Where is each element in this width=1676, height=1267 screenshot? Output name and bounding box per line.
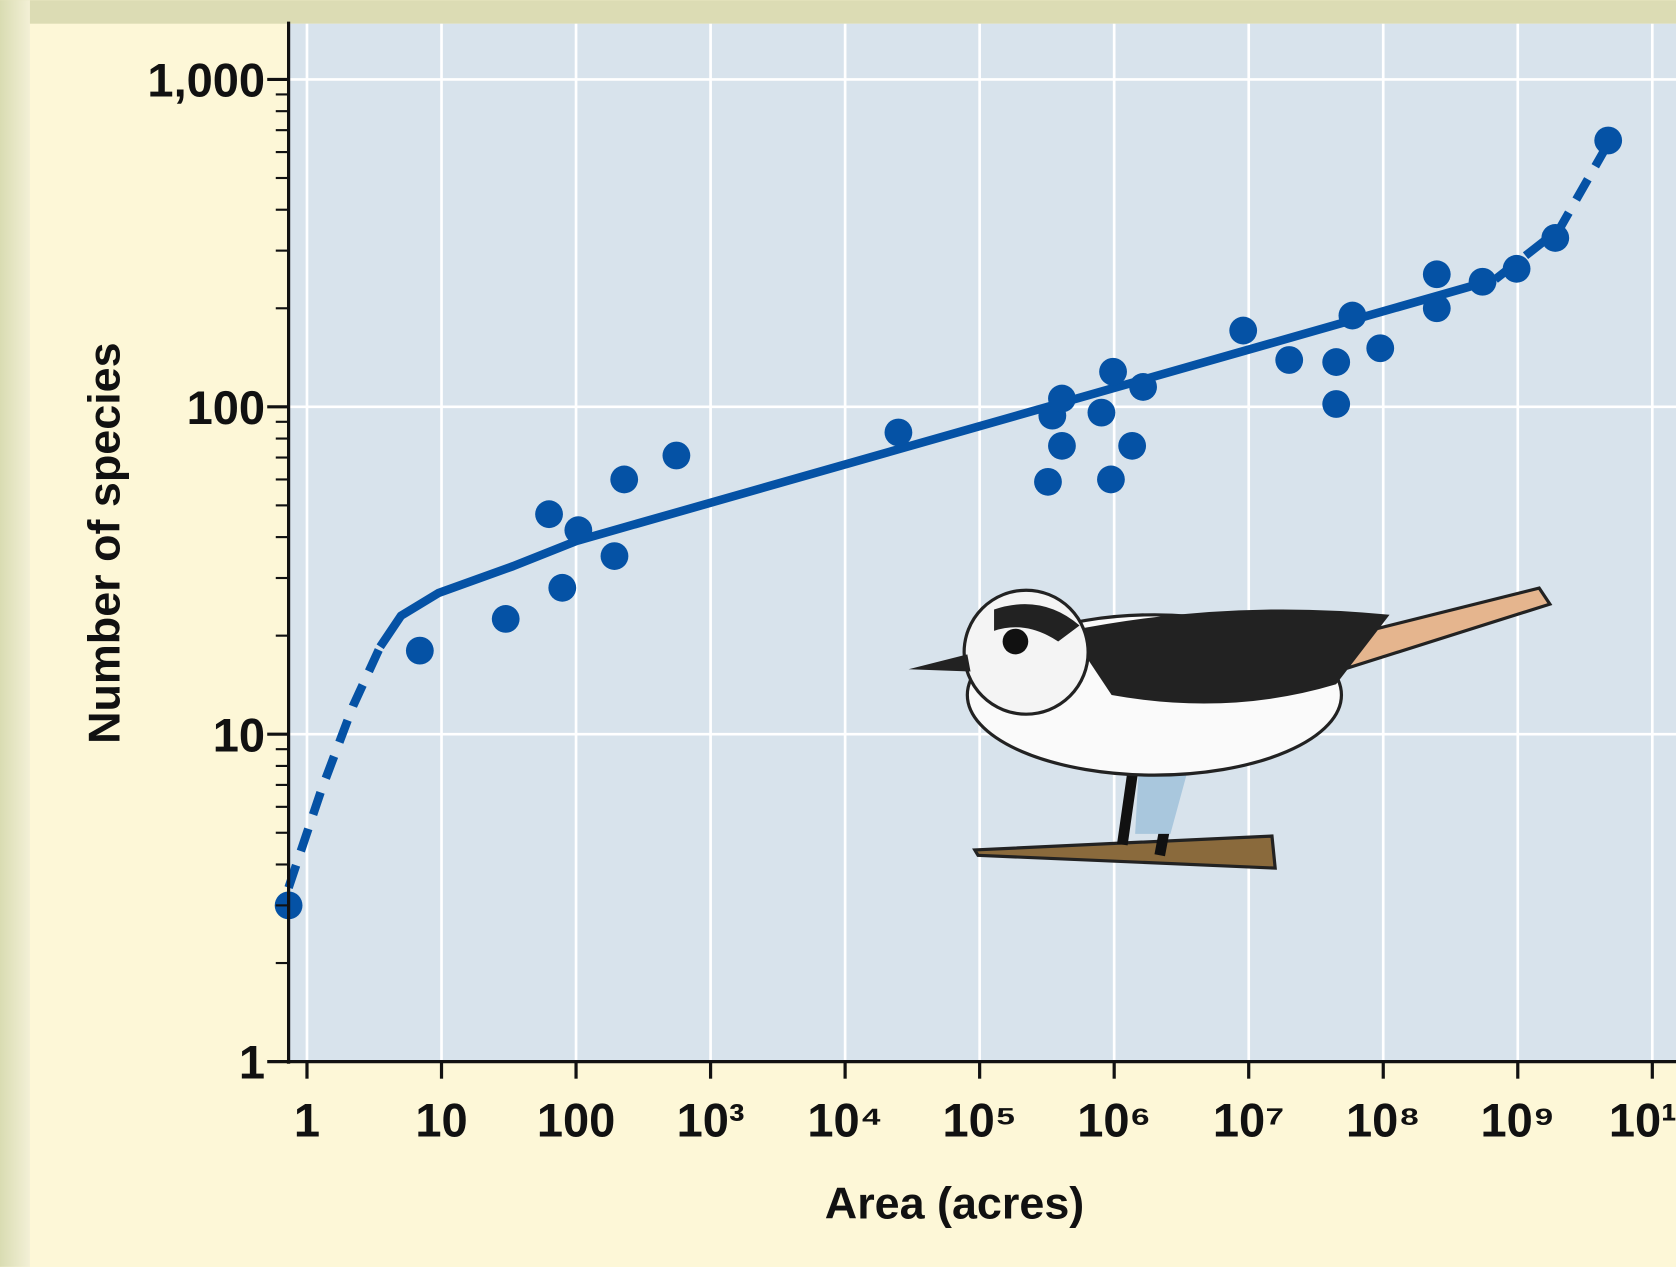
fit-line <box>376 275 1497 650</box>
data-point <box>1322 348 1351 376</box>
belly-patch <box>1135 775 1187 834</box>
data-point <box>1118 431 1147 460</box>
data-point <box>405 636 434 665</box>
data-point <box>1099 357 1127 386</box>
data-point <box>1322 390 1351 418</box>
data-point <box>1048 384 1076 413</box>
y-tick-label: 10 <box>213 708 265 761</box>
data-point <box>1422 260 1451 289</box>
x-tick-label: 10⁸ <box>1346 1093 1421 1146</box>
data-point <box>1468 267 1497 296</box>
bird-illustration <box>908 586 1553 870</box>
data-point <box>1129 373 1157 401</box>
x-tick-label: 10³ <box>677 1093 745 1146</box>
data-point <box>1087 398 1116 427</box>
beak <box>908 654 971 672</box>
data-point <box>1541 224 1570 252</box>
data-point <box>1366 334 1395 363</box>
eye <box>1002 628 1029 655</box>
data-point <box>564 516 593 545</box>
points <box>274 126 1623 920</box>
data-point <box>1048 431 1076 460</box>
x-tick-label: 10⁷ <box>1213 1093 1285 1146</box>
x-tick-label: 10⁶ <box>1077 1093 1151 1146</box>
data-point <box>1275 346 1304 374</box>
x-tick-label: 100 <box>537 1093 615 1146</box>
data-point <box>662 441 691 470</box>
left-band <box>0 0 30 1267</box>
data-point <box>1594 126 1623 155</box>
wing <box>1068 609 1390 704</box>
x-tick-label: 10⁵ <box>942 1093 1016 1146</box>
crown <box>994 604 1080 642</box>
data-point <box>610 465 639 494</box>
data-point <box>1502 254 1531 283</box>
x-tick-label: 10⁹ <box>1480 1093 1555 1146</box>
data-point <box>884 418 913 447</box>
x-axis-label: Area (acres) <box>825 1178 1084 1229</box>
x-tick-label: 10 <box>415 1093 467 1146</box>
data-point <box>1422 294 1451 323</box>
branch <box>972 834 1277 870</box>
data-point <box>491 605 520 633</box>
data-point <box>1229 316 1258 345</box>
x-tick-label: 1 <box>294 1093 320 1146</box>
x-tick-label: 10⁴ <box>807 1093 883 1146</box>
y-axis-label: Number of species <box>79 342 130 744</box>
top-band <box>0 0 1676 24</box>
data-point <box>1034 467 1062 496</box>
plot-area <box>288 23 1676 1062</box>
data-point <box>1097 465 1125 494</box>
y-tick-label: 1,000 <box>147 54 265 107</box>
data-point <box>600 542 629 570</box>
data-point <box>548 573 577 602</box>
data-point <box>535 500 563 529</box>
y-tick-label: 1 <box>239 1036 265 1089</box>
data-point <box>1338 301 1367 330</box>
grid <box>288 23 1676 1063</box>
y-tick-label: 100 <box>187 381 265 434</box>
